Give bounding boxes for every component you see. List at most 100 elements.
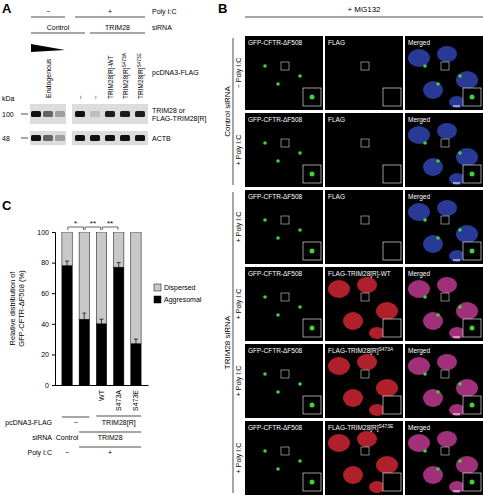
condition-label: + Poly I:C: [235, 443, 243, 474]
nucleus: [408, 280, 430, 298]
gfp-aggregate: [423, 141, 427, 145]
y-tick-label: 40: [41, 321, 49, 328]
inset-marker: [281, 447, 289, 455]
inset-aggregate: [310, 326, 315, 331]
blot-band: [120, 135, 130, 141]
nucleus: [456, 456, 478, 474]
micrograph-background: [325, 421, 403, 495]
blot-background: [30, 104, 66, 124]
bar-segment: [114, 232, 124, 267]
legend-label: Dispersed: [164, 284, 196, 292]
channel-label: GFP-CFTR-ΔF508: [248, 39, 303, 46]
inset-marker: [441, 62, 449, 70]
blot-band: [43, 111, 53, 117]
gfp-aggregate: [423, 449, 427, 453]
text-part: FLAG-TRIM28[R]: [328, 424, 379, 432]
micrograph: [325, 113, 403, 187]
text-part: GFP-CFTR-ΔF508: [248, 116, 303, 123]
bar-segment: [131, 232, 141, 344]
condition-label: + Poly I:C: [235, 135, 243, 166]
gfp-aggregate: [263, 449, 267, 453]
scale-bar: [453, 414, 460, 415]
nucleus: [456, 379, 478, 397]
micrograph: [325, 421, 403, 495]
gfp-aggregate: [436, 313, 440, 317]
y-tick-label: 80: [41, 259, 49, 266]
y-tick-label: 20: [41, 351, 49, 358]
micrograph-background: [405, 36, 483, 110]
y-tick-mark: [52, 324, 55, 325]
inset: [303, 165, 321, 183]
group-label: Control siRNA: [223, 86, 232, 137]
nucleus: [357, 431, 377, 447]
text-part: GFP-CFTR-ΔF508: [248, 347, 303, 354]
channel-label: FLAG-TRIM28[R]-WT: [328, 270, 391, 278]
gfp-aggregate: [298, 228, 302, 232]
inset-marker: [441, 447, 449, 455]
nucleus: [357, 354, 377, 370]
blot-band: [43, 135, 53, 141]
group-line: [31, 33, 85, 34]
y-axis: 020406080100: [37, 229, 55, 389]
blot-band: [105, 111, 115, 117]
micrograph-background: [405, 344, 483, 418]
condition-label: TRIM28: [98, 434, 123, 441]
condition-line: [62, 417, 90, 418]
channel-label: FLAG-TRIM28[R]S473E: [328, 424, 394, 432]
panel-label: C: [2, 198, 12, 213]
gfp-aggregate: [298, 459, 302, 463]
inset: [463, 319, 481, 337]
gfp-aggregate: [423, 218, 427, 222]
figure: APoly I:C−+siRNAControlTRIM28pcDNA3-FLAG…: [0, 0, 483, 500]
inset: [463, 165, 481, 183]
y-axis-line: [52, 233, 56, 386]
panel-b: B+ MG132Control siRNATRIM28 siRNA− Poly …: [218, 1, 483, 495]
nucleus: [423, 312, 443, 330]
superscript: S473E: [379, 424, 394, 429]
dilution-wedge: [31, 44, 65, 52]
treatment-line: [245, 17, 483, 18]
text-part: GFP-CFTR-ΔF508: [248, 39, 303, 46]
inset-marker: [281, 370, 289, 378]
nucleus: [437, 123, 457, 139]
micrograph: [325, 190, 403, 264]
text-part: WT: [98, 389, 105, 401]
blot-label: ACTB: [152, 135, 171, 142]
scale-bar: [453, 491, 460, 492]
legend-swatch: [154, 296, 161, 303]
marker-tick: [21, 138, 28, 139]
micrograph: [245, 36, 323, 110]
error-bar: [100, 319, 104, 328]
blot-band: [120, 111, 130, 117]
group-label: −: [46, 8, 50, 15]
group-line: [75, 17, 145, 18]
blot-band: [75, 111, 85, 117]
gfp-aggregate: [436, 236, 440, 240]
blot-label: FLAG-TRIM28[R]: [152, 115, 207, 123]
inset: [303, 396, 321, 414]
text-part: GFP-CFTR-ΔF508: [248, 193, 303, 200]
treatment-label: + MG132: [347, 5, 381, 14]
condition-label: +: [108, 449, 112, 456]
blot-band: [90, 135, 100, 141]
nucleus: [423, 466, 443, 484]
inset-aggregate: [310, 172, 315, 177]
nucleus: [408, 49, 430, 67]
micrograph-background: [405, 190, 483, 264]
channel-label: FLAG: [328, 116, 345, 123]
text-part: FLAG-TRIM28[R]-WT: [328, 270, 391, 278]
micrograph-background: [245, 267, 323, 341]
micrograph: [245, 421, 323, 495]
micrograph: [245, 190, 323, 264]
bar-segment: [114, 267, 124, 385]
condition-label: + Poly I:C: [235, 212, 243, 243]
group-line: [31, 17, 65, 18]
row-label: siRNA: [152, 24, 172, 31]
group-bracket: [233, 192, 234, 493]
channel-label: Merged: [408, 270, 430, 278]
blot-band: [90, 111, 100, 117]
text-part: FLAG: [328, 116, 345, 123]
condition-item: WT: [98, 389, 105, 401]
inset: [303, 473, 321, 491]
y-tick: 20: [41, 351, 55, 358]
